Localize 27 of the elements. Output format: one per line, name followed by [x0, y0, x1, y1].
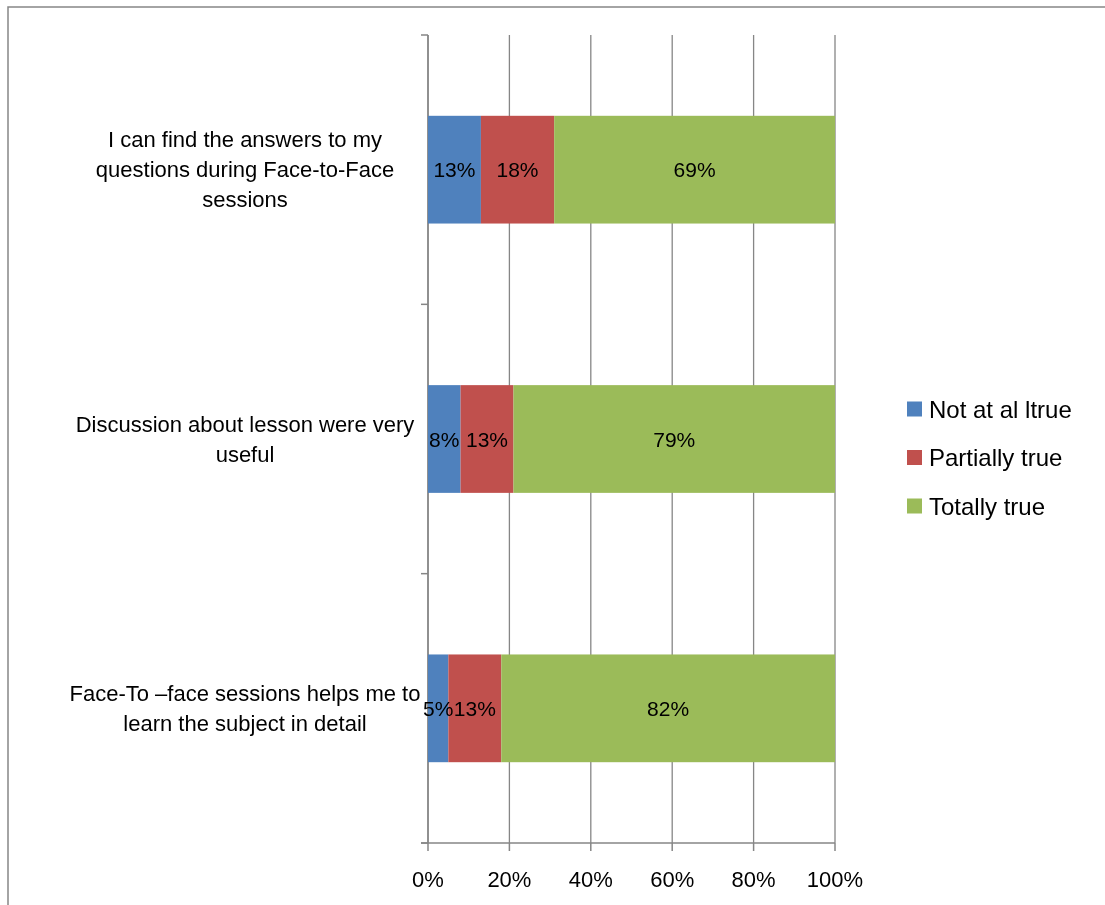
y-tick-label: Discussion about lesson were very useful: [75, 411, 415, 467]
data-label: 79%: [653, 427, 696, 451]
x-tick-label: 40%: [568, 866, 613, 892]
data-label: 8%: [429, 427, 460, 451]
bar: [428, 385, 461, 493]
bar: [480, 115, 555, 224]
y-tick-label: I can find the answers to my questions during Face-to-Face sessions: [95, 127, 395, 213]
y-tick-label: Face-To –face sessions helps me to learn the subject in detail: [69, 680, 421, 736]
bar: [554, 115, 835, 224]
data-label: 82%: [647, 696, 690, 720]
data-label: 13%: [453, 696, 496, 720]
bar: [460, 385, 514, 493]
data-label: 18%: [496, 158, 539, 182]
legend-label: Totally true: [929, 492, 1046, 520]
bar: [501, 654, 835, 763]
bar: [428, 115, 481, 224]
data-label: 69%: [673, 158, 716, 182]
bar: [513, 385, 835, 493]
x-tick-label: 100%: [806, 866, 864, 892]
x-tick-label: 60%: [650, 866, 695, 892]
x-tick-label: 20%: [487, 866, 532, 892]
data-label: 13%: [433, 158, 476, 182]
legend-label: Not at al ltrue: [929, 395, 1072, 423]
legend-label: Partially true: [929, 444, 1063, 471]
data-label: 13%: [466, 427, 509, 451]
x-tick-label: 80%: [731, 866, 776, 892]
x-tick-label: 0%: [412, 866, 444, 892]
